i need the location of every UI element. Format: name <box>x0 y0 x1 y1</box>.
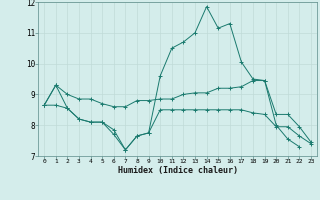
X-axis label: Humidex (Indice chaleur): Humidex (Indice chaleur) <box>118 166 238 175</box>
